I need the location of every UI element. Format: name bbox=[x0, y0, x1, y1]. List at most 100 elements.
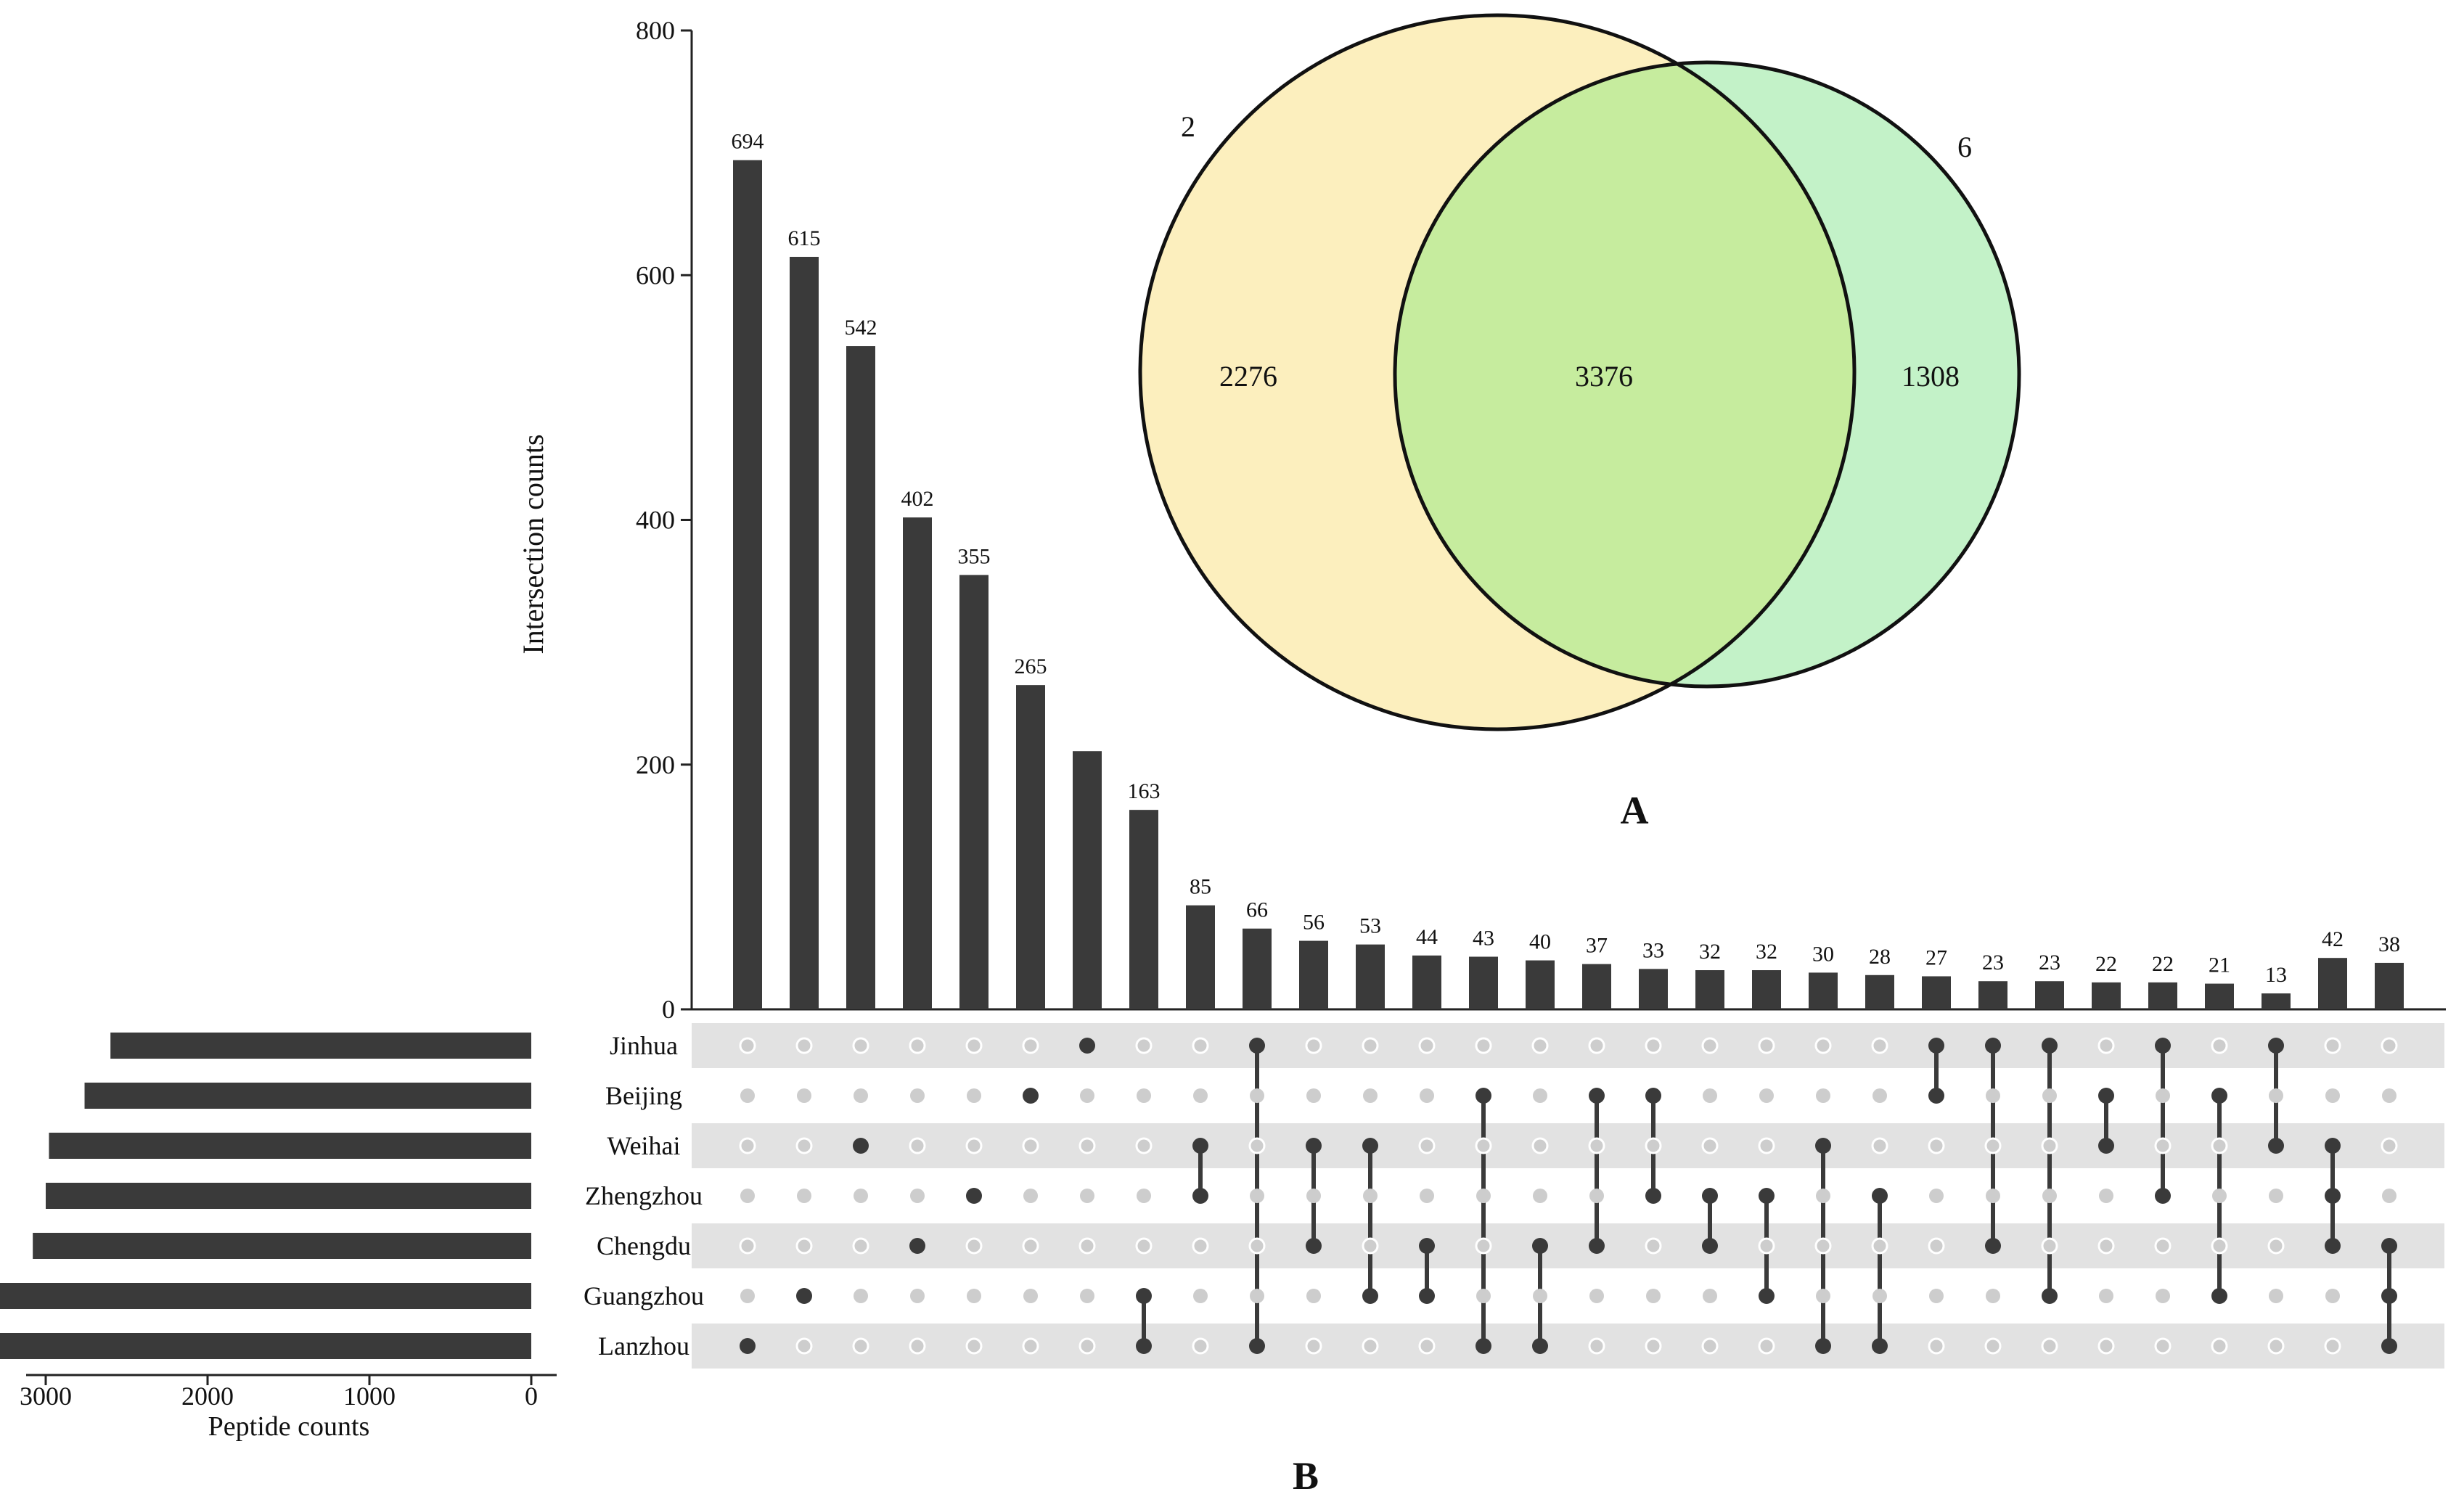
matrix-dot-inactive bbox=[1135, 1137, 1153, 1154]
matrix-dot-inactive bbox=[795, 1037, 813, 1054]
matrix-dot-inactive bbox=[854, 1289, 868, 1303]
venn-set-6-label: 6 bbox=[1957, 131, 1972, 163]
intersection-bar bbox=[2148, 982, 2177, 1009]
matrix-dot-inactive bbox=[2097, 1037, 2115, 1054]
intersection-bar bbox=[1639, 969, 1668, 1009]
matrix-dot-inactive bbox=[1816, 1189, 1830, 1203]
matrix-dot-inactive bbox=[2099, 1289, 2113, 1303]
set-size-bar bbox=[84, 1083, 531, 1109]
venn-diagram: 2 6 2276 3376 1308 A bbox=[1138, 13, 2021, 832]
set-label: Zhengzhou bbox=[585, 1181, 703, 1210]
matrix-dot-inactive bbox=[1362, 1237, 1379, 1255]
matrix-dot-active bbox=[1362, 1288, 1378, 1304]
set-label: Guangzhou bbox=[584, 1281, 704, 1310]
set-labels: Jinhua Beijing Weihai Zhengzhou Chengdu Guang… bbox=[584, 1031, 704, 1361]
intersection-bar bbox=[2375, 962, 2404, 1009]
matrix-dot-inactive bbox=[1362, 1037, 1379, 1054]
matrix-dot-inactive bbox=[795, 1337, 813, 1355]
intersection-bar-value: 163 bbox=[1128, 779, 1161, 803]
matrix-dot-inactive bbox=[2382, 1088, 2397, 1103]
matrix-dot-inactive bbox=[1814, 1037, 1832, 1054]
x-tick-label: 0 bbox=[525, 1382, 538, 1411]
matrix-dot-inactive bbox=[1420, 1189, 1434, 1203]
matrix-dot-inactive bbox=[2097, 1337, 2115, 1355]
matrix-dot-active bbox=[2381, 1338, 2397, 1354]
intersection-bar-value: 53 bbox=[1359, 914, 1381, 938]
intersection-bar-value: 23 bbox=[2039, 951, 2060, 974]
matrix-dot-inactive bbox=[2097, 1237, 2115, 1255]
matrix-dot-inactive bbox=[1646, 1289, 1661, 1303]
intersection-bar-value: 37 bbox=[1586, 934, 1608, 958]
matrix-dot-inactive bbox=[740, 1189, 755, 1203]
matrix-dot-inactive bbox=[1871, 1237, 1888, 1255]
matrix-dot-inactive bbox=[1533, 1289, 1547, 1303]
matrix-dot-active bbox=[1928, 1038, 1944, 1054]
set-size-bar bbox=[46, 1183, 531, 1209]
matrix-dot-active bbox=[2381, 1288, 2397, 1304]
matrix-dot-inactive bbox=[1758, 1337, 1775, 1355]
intersection-bar bbox=[959, 575, 989, 1009]
intersection-bar-value: 27 bbox=[1925, 945, 1947, 969]
matrix-dot-inactive bbox=[1703, 1088, 1717, 1103]
matrix-dot-inactive bbox=[965, 1037, 983, 1054]
matrix-dot-inactive bbox=[1080, 1189, 1094, 1203]
matrix-dot-inactive bbox=[1588, 1337, 1605, 1355]
matrix-dot-active bbox=[2098, 1138, 2114, 1154]
matrix-dot-inactive bbox=[2325, 1088, 2340, 1103]
y-tick-label: 400 bbox=[636, 506, 675, 535]
intersection-bar-value: 32 bbox=[1699, 940, 1721, 964]
matrix-dot-active bbox=[2155, 1188, 2171, 1204]
matrix-dot-active bbox=[1249, 1338, 1265, 1354]
matrix-dot-active bbox=[1928, 1088, 1944, 1104]
set-label: Weihai bbox=[607, 1131, 680, 1160]
matrix-dot-inactive bbox=[1928, 1137, 1945, 1154]
matrix-dot-inactive bbox=[1986, 1289, 2000, 1303]
matrix-dot-inactive bbox=[909, 1137, 926, 1154]
set-size-x-axis-label: Peptide counts bbox=[208, 1411, 370, 1442]
matrix-dot-inactive bbox=[1192, 1337, 1209, 1355]
intersection-bar-value: 542 bbox=[845, 316, 877, 340]
intersection-bar-value: 38 bbox=[2378, 932, 2400, 956]
set-size-bars bbox=[0, 1033, 532, 1359]
intersection-bar bbox=[1582, 964, 1611, 1009]
intersection-bar-value: 32 bbox=[1756, 940, 1777, 964]
matrix-dot-inactive bbox=[1871, 1037, 1888, 1054]
x-tick-label: 2000 bbox=[181, 1382, 234, 1411]
matrix-dot-active bbox=[2325, 1188, 2341, 1204]
set-size-bar bbox=[33, 1233, 532, 1259]
matrix-dot-inactive bbox=[740, 1289, 755, 1303]
matrix-stripe bbox=[692, 1324, 2444, 1369]
intersection-y-ticks: 0 200 400 600 800 bbox=[636, 16, 692, 1024]
matrix-dot-inactive bbox=[1192, 1237, 1209, 1255]
matrix-dot-inactive bbox=[1588, 1137, 1605, 1154]
matrix-dot-inactive bbox=[967, 1088, 981, 1103]
matrix-dot-inactive bbox=[1250, 1189, 1264, 1203]
intersection-bar bbox=[1922, 976, 1951, 1009]
matrix-dot-inactive bbox=[1193, 1289, 1208, 1303]
matrix-dot-active bbox=[2381, 1238, 2397, 1254]
matrix-dot-inactive bbox=[2042, 1088, 2057, 1103]
matrix-dot-inactive bbox=[1872, 1088, 1887, 1103]
set-size-bar bbox=[110, 1033, 531, 1059]
matrix-dot-inactive bbox=[1250, 1088, 1264, 1103]
matrix-dot-active bbox=[796, 1288, 812, 1304]
set-label: Lanzhou bbox=[598, 1331, 689, 1361]
matrix-dot-inactive bbox=[797, 1088, 811, 1103]
matrix-dot-active bbox=[2325, 1238, 2341, 1254]
matrix-dot-inactive bbox=[2324, 1337, 2341, 1355]
matrix-dot-active bbox=[1872, 1338, 1888, 1354]
intersection-chart: 0 200 400 600 800 Intersection counts 694 615… bbox=[517, 16, 2446, 1024]
intersection-bar bbox=[1978, 981, 2007, 1009]
intersection-bar-value: 23 bbox=[1982, 951, 2004, 974]
venn-only-6-count: 1308 bbox=[1902, 360, 1960, 393]
matrix-dot-inactive bbox=[1986, 1088, 2000, 1103]
matrix-dot-inactive bbox=[1531, 1137, 1549, 1154]
matrix-dot-active bbox=[1589, 1088, 1605, 1104]
matrix-dot-inactive bbox=[2269, 1289, 2283, 1303]
intersection-bar-value: 33 bbox=[1642, 938, 1664, 962]
intersection-bar-value: 42 bbox=[2322, 927, 2344, 951]
matrix-dot-inactive bbox=[1758, 1037, 1775, 1054]
matrix-dot-inactive bbox=[1306, 1088, 1321, 1103]
matrix-dot-inactive bbox=[1984, 1137, 2002, 1154]
matrix-dot-inactive bbox=[1248, 1237, 1266, 1255]
